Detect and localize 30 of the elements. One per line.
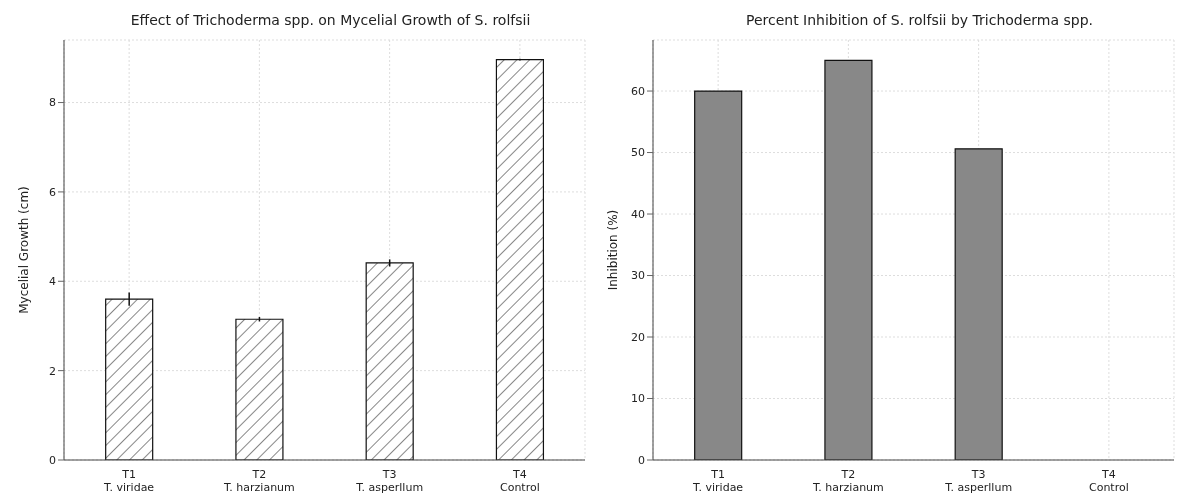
bar <box>824 59 873 460</box>
x-tick-label: T4 Control <box>499 468 540 494</box>
chart-title: Percent Inhibition of S. rolfsii by Trichoderma spp. <box>744 12 1095 28</box>
chart-title: Effect of Trichoderma spp. on Mycelial Growth of S. rolfsii <box>129 12 532 28</box>
bar <box>954 148 1003 460</box>
x-tick-label: T2 T. harzianum <box>811 468 884 494</box>
y-tick-label: 50 <box>631 146 645 160</box>
y-tick-label: 0 <box>49 453 56 467</box>
y-tick-label: 2 <box>49 364 56 378</box>
y-axis-title: Inhibition (%) <box>606 209 621 291</box>
x-tick-label: T3 T. asperllum <box>355 468 424 494</box>
y-tick-label: 30 <box>631 269 645 283</box>
bar <box>235 318 284 460</box>
y-tick-label: 40 <box>631 207 645 221</box>
x-tick-label: T1 T. viridae <box>103 468 155 494</box>
x-tick-label: T3 T. asperllum <box>944 468 1013 494</box>
y-tick-label: 0 <box>638 453 645 467</box>
y-tick-label: 60 <box>631 84 645 98</box>
y-tick-label: 6 <box>49 185 56 199</box>
y-tick-label: 8 <box>49 96 56 110</box>
x-tick-label: T1 T. viridae <box>692 468 744 494</box>
x-tick-label: T4 Control <box>1088 468 1129 494</box>
bar <box>495 59 545 460</box>
x-tick-label: T2 T. harzianum <box>222 468 295 494</box>
y-axis-title: Mycelial Growth (cm) <box>17 186 32 314</box>
bar <box>694 90 743 460</box>
y-tick-label: 4 <box>49 275 56 289</box>
y-tick-label: 20 <box>631 330 645 344</box>
bar <box>365 262 414 460</box>
y-tick-label: 10 <box>631 392 645 406</box>
